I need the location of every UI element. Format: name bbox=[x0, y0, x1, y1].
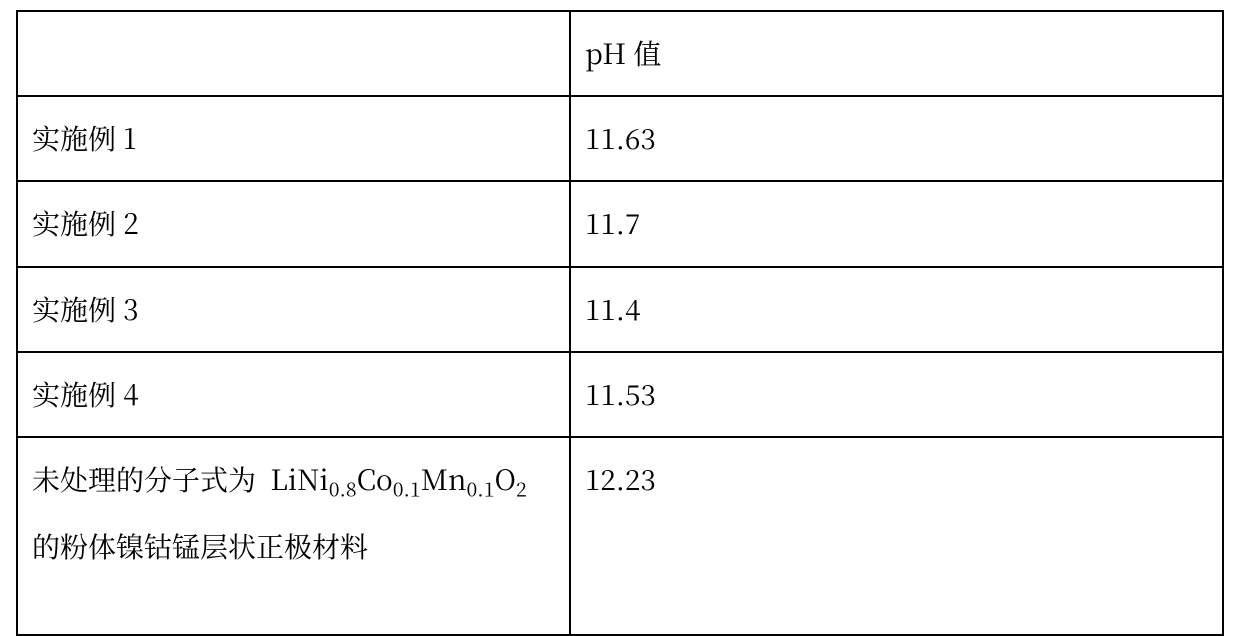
formula-mid: Co bbox=[357, 459, 393, 499]
formula-sub: 2 bbox=[516, 474, 527, 503]
row-label-cell: 实施例 1 bbox=[17, 96, 570, 181]
row-value-cell: 11.7 bbox=[570, 181, 1223, 266]
row-label-cell: 实施例 4 bbox=[17, 352, 570, 437]
table-row: 实施例 4 11.53 bbox=[17, 352, 1223, 437]
table-row: 实施例 1 11.63 bbox=[17, 96, 1223, 181]
table-row: 实施例 3 11.4 bbox=[17, 267, 1223, 352]
formula-prefix: 未处理的分子式为 LiNi bbox=[32, 459, 329, 499]
formula-line2: 的粉体镍钴锰层状正极材料 bbox=[32, 526, 368, 566]
row-label: 实施例 1 bbox=[32, 118, 136, 158]
row-value-cell: 11.63 bbox=[570, 96, 1223, 181]
row-label: 实施例 4 bbox=[32, 374, 139, 414]
row-value: 11.63 bbox=[585, 118, 656, 158]
formula-mid: O bbox=[494, 459, 515, 499]
formula-sub: 0.1 bbox=[393, 474, 421, 503]
page: pH 值 实施例 1 11.63 实施例 2 11.7 bbox=[0, 0, 1240, 562]
formula-sub: 0.1 bbox=[467, 474, 495, 503]
header-cell-ph: pH 值 bbox=[570, 11, 1223, 96]
row-label: 实施例 2 bbox=[32, 203, 139, 243]
formula-mid: Mn bbox=[421, 459, 467, 499]
row-value: 11.7 bbox=[585, 203, 640, 243]
header-cell-blank bbox=[17, 11, 570, 96]
row-label-cell: 未处理的分子式为 LiNi0.8Co0.1Mn0.1O2的粉体镍钴锰层状正极材料 bbox=[17, 437, 570, 635]
ph-table: pH 值 实施例 1 11.63 实施例 2 11.7 bbox=[16, 10, 1224, 636]
formula-sub: 0.8 bbox=[329, 474, 357, 503]
table-row: 未处理的分子式为 LiNi0.8Co0.1Mn0.1O2的粉体镍钴锰层状正极材料… bbox=[17, 437, 1223, 635]
row-label-cell: 实施例 3 bbox=[17, 267, 570, 352]
table-row: 实施例 2 11.7 bbox=[17, 181, 1223, 266]
row-value-cell: 11.4 bbox=[570, 267, 1223, 352]
row-label-formula: 未处理的分子式为 LiNi0.8Co0.1Mn0.1O2的粉体镍钴锰层状正极材料 bbox=[32, 459, 527, 566]
row-value-cell: 11.53 bbox=[570, 352, 1223, 437]
row-value: 12.23 bbox=[585, 459, 656, 499]
header-ph-text: pH 值 bbox=[585, 33, 661, 73]
row-value-cell: 12.23 bbox=[570, 437, 1223, 635]
row-value: 11.4 bbox=[585, 289, 640, 329]
row-label: 实施例 3 bbox=[32, 289, 139, 329]
row-value: 11.53 bbox=[585, 374, 656, 414]
row-label-cell: 实施例 2 bbox=[17, 181, 570, 266]
table-header-row: pH 值 bbox=[17, 11, 1223, 96]
